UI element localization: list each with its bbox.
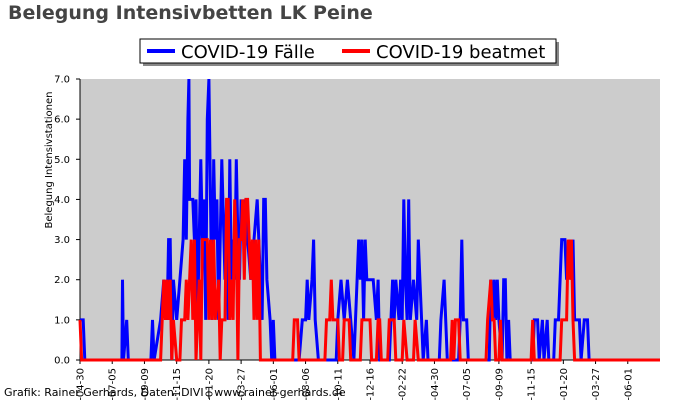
y-tick-label: 6.0 [54,115,70,126]
x-ticks: -04-30 -07-05 -09-09 -11-15 -01-20 -03-27 -06-… [76,360,634,400]
chart-title: Belegung Intensivbetten LK Peine [8,2,373,24]
legend-label-ventilated: COVID-19 beatmet [376,42,545,63]
x-tick-label: -07-05 [462,368,473,400]
y-tick-label: 2.0 [54,275,70,286]
x-tick-label: -01-20 [559,368,570,400]
series-group [78,78,660,362]
y-tick-label: 1.0 [54,315,70,326]
legend-label-cases: COVID-19 Fälle [181,42,315,63]
x-tick-label: -11-15 [527,368,538,400]
x-tick-label: -04-30 [76,368,87,400]
series-line-cases [80,78,660,362]
y-ticks: 0.0 1.0 2.0 3.0 4.0 5.0 6.0 7.0 [54,75,80,367]
x-tick-label: -07-05 [108,368,119,400]
x-tick-label: -10-11 [333,368,344,400]
y-axis-label: Belegung Intensivstationen [44,91,55,228]
x-tick-label: -12-16 [366,368,377,400]
x-tick-label: -06-01 [623,368,634,400]
x-tick-label: -08-06 [301,368,312,400]
y-tick-label: 7.0 [54,75,70,86]
x-tick-label: -03-27 [237,368,248,400]
x-tick-label: -01-20 [204,368,215,400]
y-tick-label: 5.0 [54,155,70,166]
x-tick-label: -09-09 [140,368,151,400]
x-tick-label: -11-15 [172,368,183,400]
x-tick-label: -09-09 [494,368,505,400]
y-tick-label: 0.0 [54,356,70,367]
x-tick-label: -06-01 [269,368,280,400]
y-tick-label: 4.0 [54,195,70,206]
x-tick-label: -03-27 [591,368,602,400]
x-tick-label: -04-30 [430,368,441,400]
series-line-ventilated [78,197,660,362]
y-tick-label: 3.0 [54,235,70,246]
credit-text: Grafik: Rainer Gerhards, Daten: DIVI | w… [4,386,346,399]
x-tick-label: -02-22 [398,368,409,400]
legend: COVID-19 Fälle COVID-19 beatmet [139,38,559,66]
